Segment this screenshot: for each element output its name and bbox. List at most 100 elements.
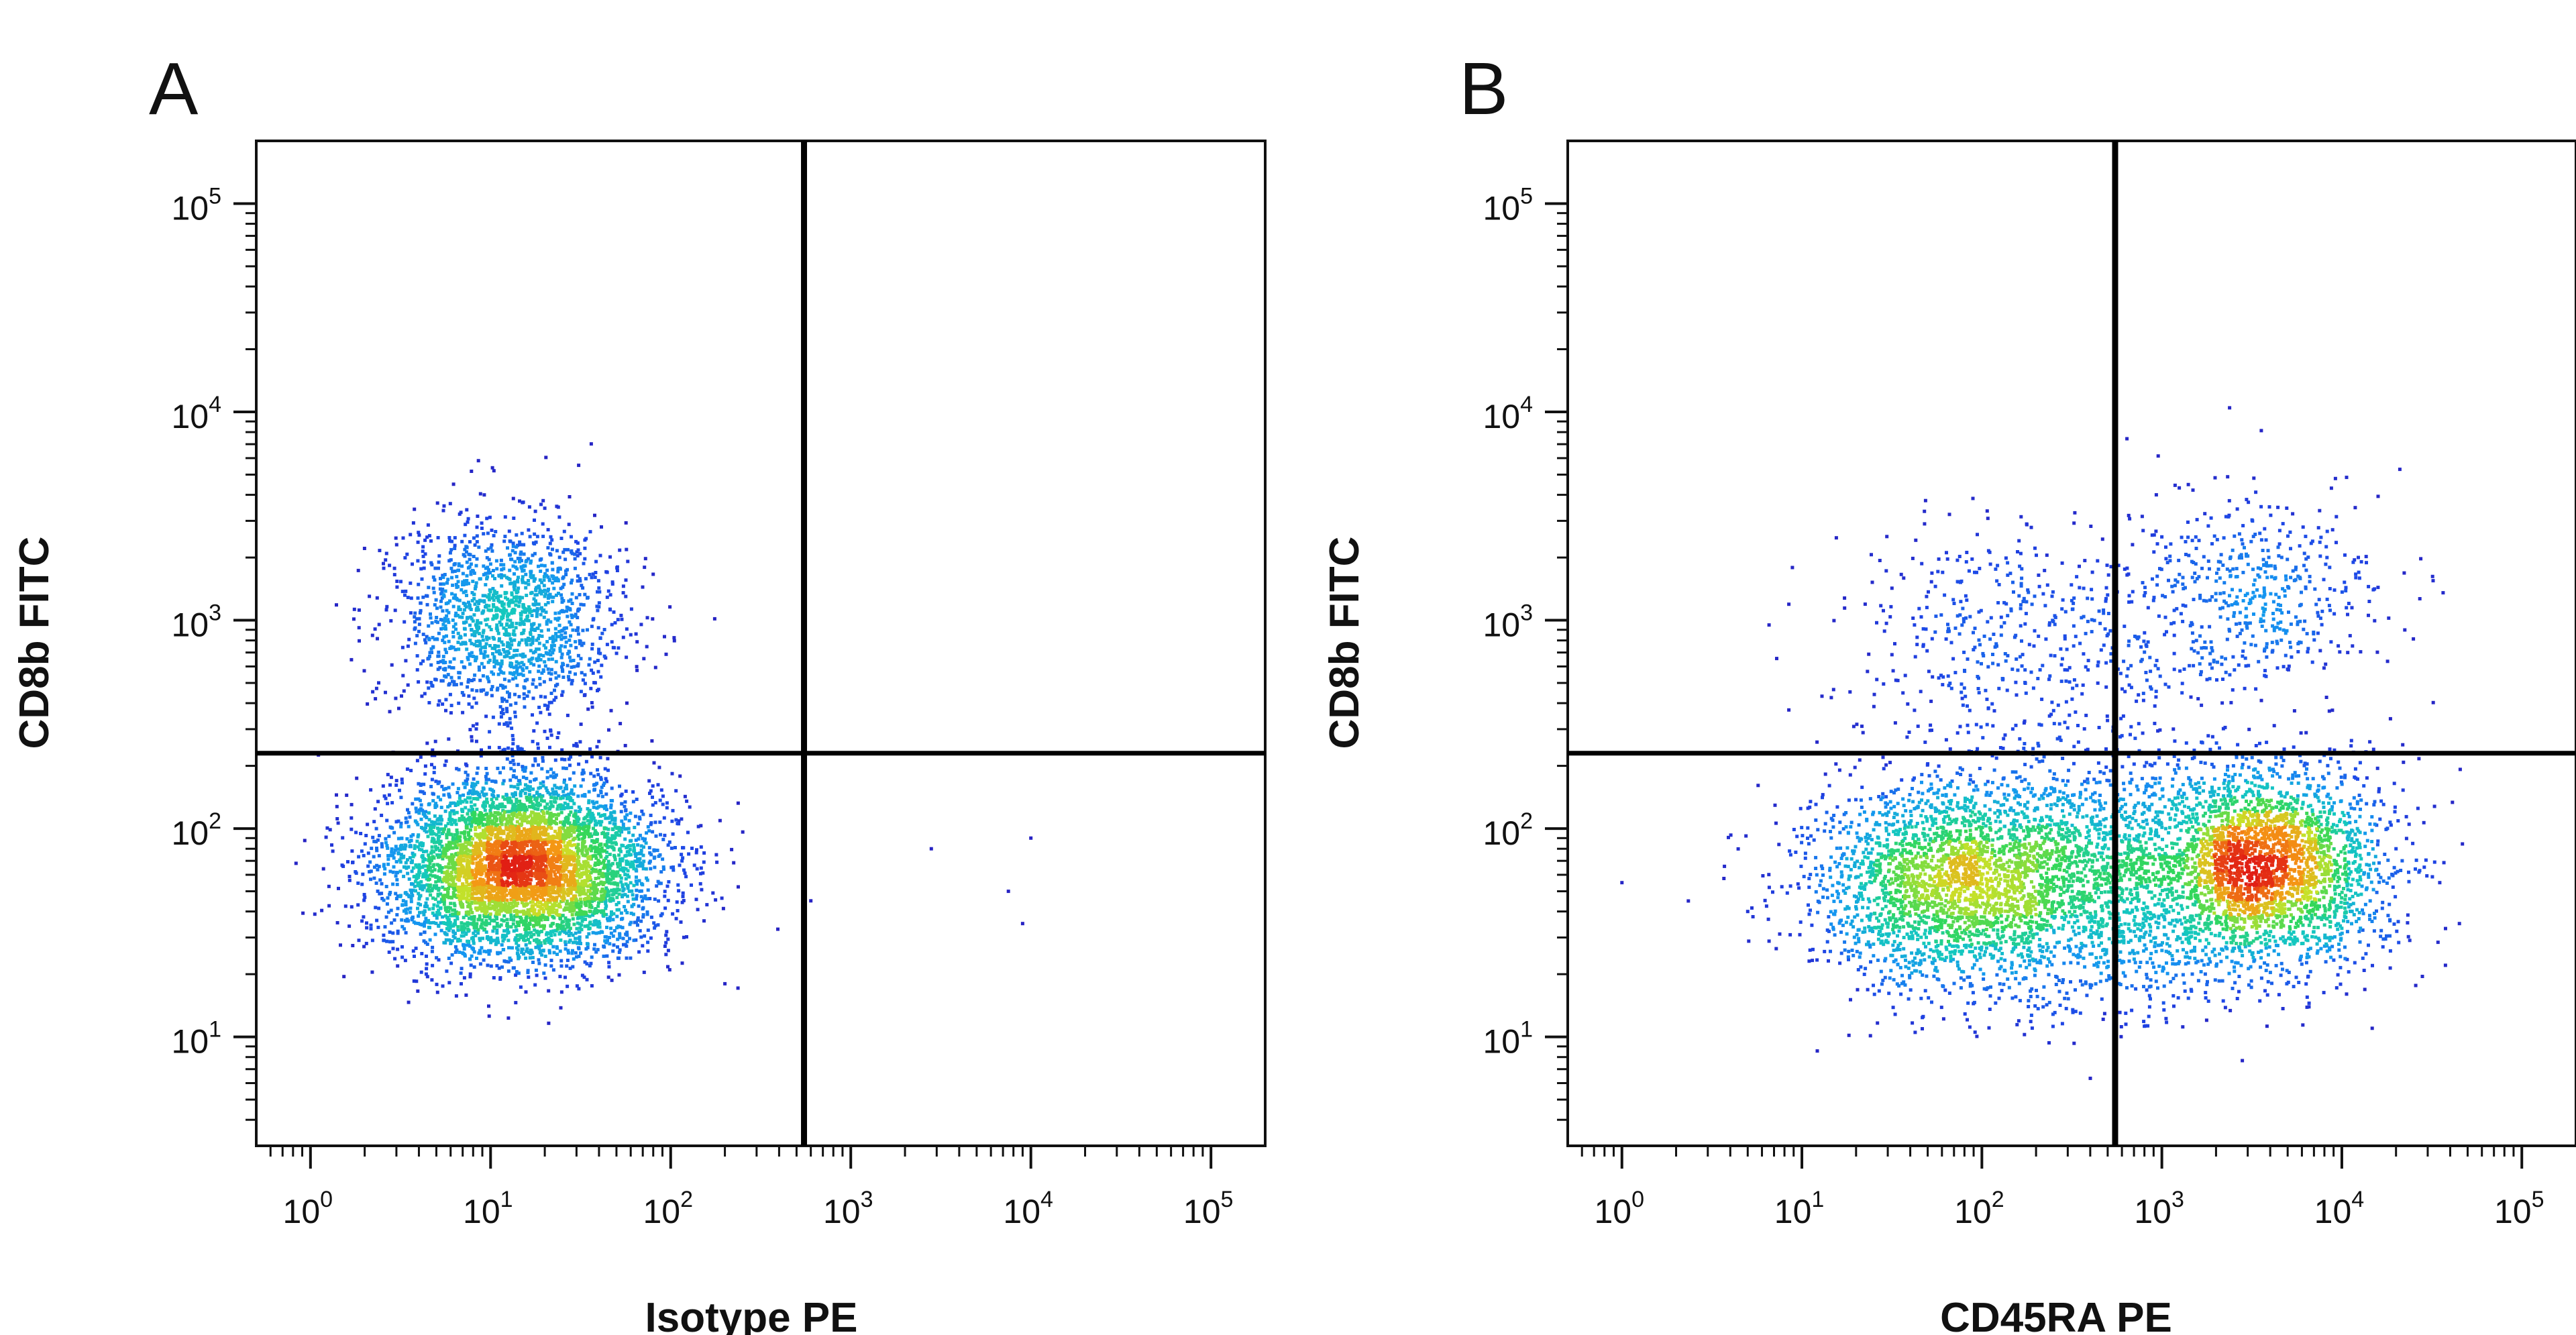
event-dot [582, 603, 586, 606]
event-dot [392, 865, 396, 869]
event-dot [579, 898, 582, 901]
event-dot [535, 721, 539, 725]
event-dot [603, 813, 606, 816]
event-dot [610, 640, 614, 643]
event-dot [413, 615, 416, 619]
event-dot [682, 869, 686, 872]
event-dot [443, 641, 446, 644]
event-dot [397, 852, 400, 855]
event-dot [466, 561, 469, 564]
event-dot [537, 565, 540, 568]
event-dot [451, 782, 455, 786]
event-dot [564, 837, 568, 840]
event-dot [419, 843, 423, 847]
event-dot [481, 635, 484, 638]
event-dot [425, 902, 428, 905]
event-dot [512, 814, 515, 817]
event-dot [496, 811, 500, 814]
event-dot [412, 855, 415, 858]
event-dot [455, 917, 459, 920]
event-dot [456, 585, 460, 588]
event-dot [447, 611, 450, 615]
event-dot [443, 902, 446, 906]
event-dot [639, 935, 643, 939]
event-dot [515, 815, 519, 818]
event-dot [428, 818, 431, 821]
event-dot [467, 680, 470, 684]
event-dot [616, 618, 620, 621]
event-dot [590, 955, 594, 959]
event-dot [568, 639, 571, 642]
event-dot [623, 855, 627, 858]
event-dot [596, 904, 600, 908]
event-dot [590, 625, 594, 628]
event-dot [329, 828, 332, 831]
event-dot [356, 882, 360, 885]
event-dot [417, 833, 420, 837]
event-dot [533, 593, 537, 596]
event-dot [437, 561, 441, 564]
event-dot [437, 703, 440, 706]
event-dot [537, 670, 540, 673]
event-dot [327, 904, 331, 908]
event-dot [558, 555, 561, 559]
event-dot [512, 633, 515, 636]
event-dot [639, 834, 642, 837]
event-dot [445, 855, 449, 859]
event-dot [507, 969, 511, 973]
event-dot [602, 890, 605, 893]
event-dot [627, 850, 631, 853]
event-dot [567, 793, 570, 796]
event-dot [448, 647, 451, 650]
event-dot [523, 553, 526, 556]
event-dot [466, 812, 470, 816]
event-dot [502, 766, 505, 769]
event-dot [431, 684, 435, 688]
event-dot [529, 771, 533, 775]
event-dot [465, 545, 468, 549]
event-dot [415, 840, 419, 843]
event-dot [441, 702, 444, 706]
event-dot [522, 606, 525, 610]
event-dot [637, 916, 640, 920]
event-dot [380, 845, 384, 849]
event-dot [390, 921, 393, 924]
event-dot [570, 614, 574, 617]
event-dot [569, 635, 572, 638]
event-dot [460, 851, 464, 854]
event-dot [373, 865, 376, 869]
event-dot [588, 964, 592, 967]
event-dot [533, 757, 537, 761]
event-dot [625, 859, 628, 863]
event-dot [490, 965, 493, 968]
event-dot [445, 833, 448, 837]
event-dot [608, 841, 612, 844]
event-dot [598, 652, 602, 655]
event-dot [572, 957, 576, 961]
event-dot [455, 791, 459, 794]
event-dot [575, 596, 578, 599]
event-dot [605, 955, 608, 958]
event-dot [413, 508, 416, 511]
event-dot [465, 508, 468, 511]
event-dot [649, 937, 653, 940]
event-dot [500, 965, 504, 969]
event-dot [561, 577, 564, 580]
event-dot [467, 831, 470, 835]
event-dot [468, 945, 472, 948]
event-dot [635, 879, 638, 883]
event-dot [582, 769, 585, 772]
event-dot [445, 873, 449, 877]
event-dot [506, 925, 509, 928]
event-dot [504, 592, 507, 595]
event-dot [478, 914, 482, 918]
event-dot [628, 937, 631, 941]
event-dot [395, 860, 398, 863]
event-dot [671, 772, 674, 776]
event-dot [472, 597, 476, 600]
event-dot [547, 668, 550, 671]
event-dot [549, 637, 552, 640]
event-dot [449, 843, 452, 847]
event-dot [446, 891, 449, 894]
event-dot [549, 767, 553, 771]
